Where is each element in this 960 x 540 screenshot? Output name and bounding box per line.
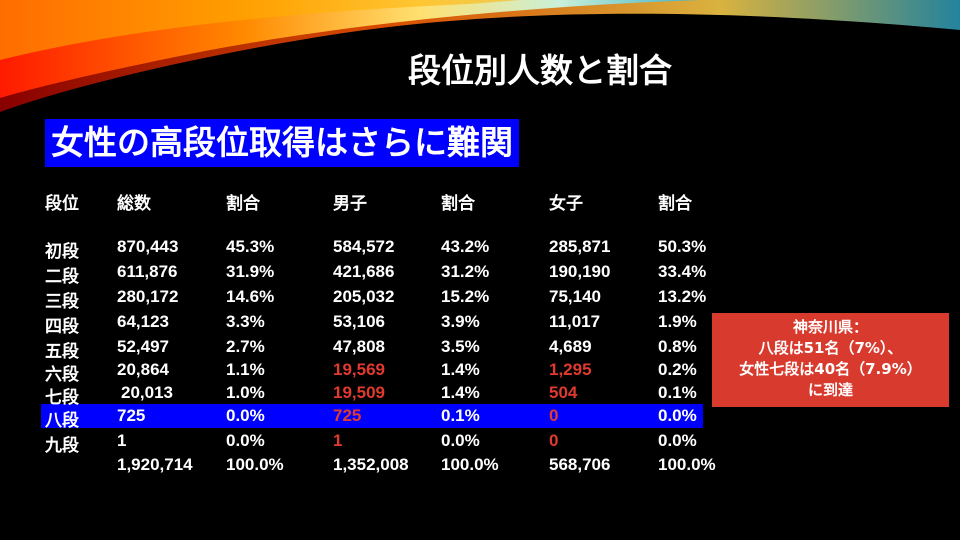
- table-cell: 100.0%: [226, 455, 284, 474]
- table-cell: 1.0%: [226, 383, 265, 402]
- table-cell: 0.8%: [658, 337, 697, 356]
- table-cell: 45.3%: [226, 237, 275, 256]
- table-cell: 1: [333, 431, 343, 450]
- table-cell: 0.0%: [658, 406, 697, 425]
- table-cell: 3.3%: [226, 312, 265, 331]
- table-cell: 75,140: [549, 287, 601, 306]
- note-line: に到達: [807, 381, 853, 399]
- table-cell: 3.9%: [441, 312, 480, 331]
- table-cell: 13.2%: [658, 287, 707, 306]
- table-cell: 52,497: [117, 337, 169, 356]
- page-title: 段位別人数と割合: [408, 51, 672, 90]
- table-cell: 53,106: [333, 312, 385, 331]
- table-cell: 2.7%: [226, 337, 265, 356]
- table-cell: 1.4%: [441, 360, 480, 379]
- table-cell: 0.2%: [658, 360, 697, 379]
- table-cell: 100.0%: [658, 455, 716, 474]
- table-cell: 725: [333, 406, 362, 425]
- table-cell: 31.2%: [441, 262, 490, 281]
- note-line: 神奈川県：: [792, 318, 868, 336]
- note-line: 八段は51名（7%）、: [758, 339, 903, 357]
- table-cell: 584,572: [333, 237, 395, 256]
- note-line: 女性七段は40名（7.9%）: [739, 360, 922, 378]
- table-cell: 205,032: [333, 287, 395, 306]
- total-ratio-header: 割合: [226, 194, 260, 214]
- rank-label: 二段: [45, 267, 79, 287]
- table-cell: 0.0%: [226, 406, 265, 425]
- male-header: 男子: [333, 194, 367, 214]
- table-cell: 3.5%: [441, 337, 480, 356]
- table-cell: 19,509: [333, 383, 385, 402]
- table-cell: 100.0%: [441, 455, 499, 474]
- table-cell: 1.4%: [441, 383, 480, 402]
- table-cell: 11,017: [549, 312, 601, 331]
- table-cell: 285,871: [549, 237, 611, 256]
- rank-label: 八段: [45, 411, 79, 431]
- table-cell: 20,864: [117, 360, 169, 379]
- table-cell: 0: [549, 406, 559, 425]
- table-cell: 0.0%: [658, 431, 697, 450]
- table-cell: 43.2%: [441, 237, 490, 256]
- table-cell: 1,920,714: [117, 455, 193, 474]
- subtitle-banner: 女性の高段位取得はさらに難関: [45, 119, 519, 167]
- table-cell: 870,443: [117, 237, 179, 256]
- table-cell: 4,689: [549, 337, 592, 356]
- rank-label: 九段: [45, 436, 79, 456]
- table-cell: 0.1%: [441, 406, 480, 425]
- male-ratio-header: 割合: [441, 194, 475, 214]
- table-cell: 1.9%: [658, 312, 697, 331]
- rank-label: 六段: [45, 365, 79, 385]
- rank-header: 段位: [45, 194, 79, 214]
- table-cell: 15.2%: [441, 287, 490, 306]
- table-cell: 0.1%: [658, 383, 697, 402]
- table-cell: 1,295: [549, 360, 592, 379]
- female-ratio-header: 割合: [658, 194, 692, 214]
- rank-label: 四段: [45, 317, 79, 337]
- table-cell: 190,190: [549, 262, 611, 281]
- table-cell: 725: [117, 406, 146, 425]
- table-cell: 568,706: [549, 455, 611, 474]
- table-cell: 421,686: [333, 262, 395, 281]
- table-cell: 19,569: [333, 360, 385, 379]
- female-header: 女子: [549, 194, 583, 214]
- table-cell: 611,876: [117, 262, 178, 281]
- rank-label: 五段: [45, 342, 79, 362]
- table-cell: 0: [549, 431, 559, 450]
- table-cell: 50.3%: [658, 237, 707, 256]
- table-cell: 31.9%: [226, 262, 275, 281]
- table-cell: 504: [549, 383, 578, 402]
- table-cell: 1: [117, 431, 127, 450]
- table-cell: 14.6%: [226, 287, 275, 306]
- rank-label: 七段: [45, 388, 79, 408]
- table-cell: 0.0%: [441, 431, 480, 450]
- table-cell: 33.4%: [658, 262, 707, 281]
- table-cell: 64,123: [117, 312, 169, 331]
- table-cell: 1.1%: [226, 360, 265, 379]
- decorative-swoosh: [0, 0, 960, 112]
- rank-label: 初段: [45, 242, 79, 262]
- rank-label: 三段: [45, 292, 79, 312]
- highlight-row-hachidan: [41, 404, 703, 428]
- table-cell: 280,172: [117, 287, 179, 306]
- table-cell: 0.0%: [226, 431, 265, 450]
- table-cell: 47,808: [333, 337, 385, 356]
- table-cell: 20,013: [121, 383, 173, 402]
- total-header: 総数: [117, 194, 151, 214]
- kanagawa-note: 神奈川県： 八段は51名（7%）、 女性七段は40名（7.9%） に到達: [712, 313, 949, 407]
- table-cell: 1,352,008: [333, 455, 409, 474]
